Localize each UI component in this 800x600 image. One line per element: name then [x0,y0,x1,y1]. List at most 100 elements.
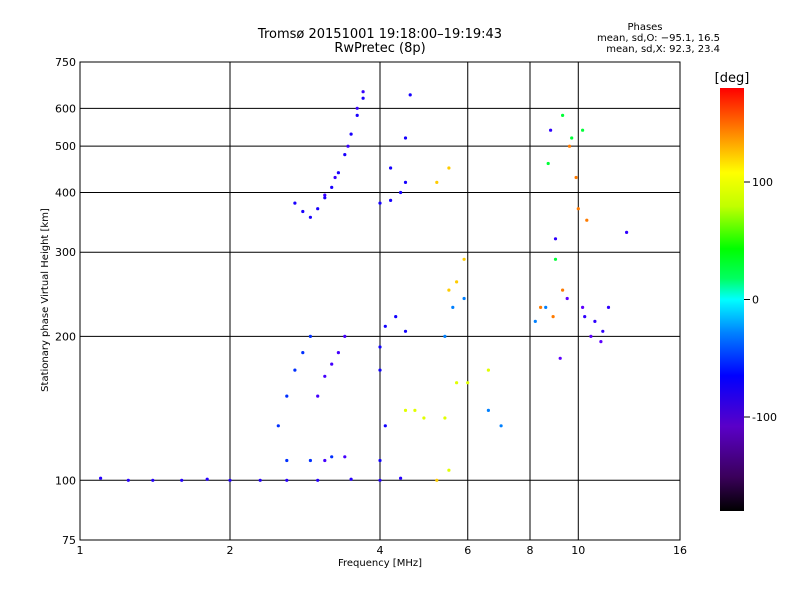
echo-point [435,180,439,184]
echo-point [276,424,280,428]
x-tick-label: 4 [377,544,384,557]
echo-point [561,288,565,292]
x-tick-label: 2 [227,544,234,557]
colorbar-tick-label: -100 [752,411,777,424]
echo-point [378,201,382,205]
echo-point [403,136,408,140]
echo-point [316,478,320,482]
echo-point [403,329,408,333]
echo-point [323,196,327,200]
echo-point [576,207,580,211]
echo-point [323,374,327,378]
echo-point [378,345,382,349]
echo-point [336,351,340,355]
echo-point [293,201,297,205]
echo-point [383,424,387,428]
echo-point [583,315,587,319]
echo-point [383,324,387,328]
echo-point [330,362,334,366]
echo-point [336,171,340,175]
echo-point [435,478,439,482]
echo-point [546,161,550,166]
echo-point [349,477,353,481]
echo-point [378,368,382,372]
echo-point [330,185,334,189]
echo-point [285,478,289,482]
echo-point [308,458,312,463]
x-tick-label: 16 [673,544,687,557]
echo-point [447,288,451,292]
echo-point [361,96,365,100]
echo-point [323,458,327,463]
echo-point [443,334,447,338]
echo-point [333,175,337,180]
echo-point [323,193,327,197]
echo-point [601,329,605,333]
echo-point [258,478,262,482]
echo-point [499,424,503,428]
echo-point [126,478,130,482]
echo-point [549,128,553,132]
stats-o-mode: mean, sd,O: −95.1, 16.5 [597,33,720,44]
echo-point [574,175,578,180]
y-tick-label: 600 [55,102,76,115]
echo-point [447,166,451,170]
echo-point [455,280,459,284]
echo-point [99,476,103,480]
x-tick-label: 10 [571,544,585,557]
stats-x-mode: mean, sd,X: 92.3, 23.4 [606,44,720,55]
echo-point [486,368,490,372]
colorbar-ticks: 100 0 -100 [744,176,777,424]
y-axis-label: Stationary phase Virtual Height [km] [40,208,51,392]
echo-point [486,408,490,412]
x-tick-label: 6 [464,544,471,557]
echo-point [451,305,455,309]
data-points [99,90,629,482]
echo-point [581,305,585,309]
echo-point [593,319,597,323]
echo-point [343,334,347,338]
x-tick-label: 1 [77,544,84,557]
echo-point [553,257,558,261]
echo-point [301,351,305,355]
echo-point [361,90,365,94]
echo-point [389,166,393,170]
echo-point [308,334,312,338]
echo-point [565,296,569,301]
echo-point [285,394,289,398]
colorbar-tick-label: 0 [752,294,759,307]
echo-point [455,381,459,385]
echo-point [228,478,232,482]
stats-heading: Phases [627,22,662,33]
echo-point [346,144,350,148]
echo-point [539,305,543,309]
y-tick-label: 750 [55,56,76,69]
echo-point [205,477,209,481]
echo-point [330,455,334,459]
y-tick-label: 400 [55,186,76,199]
echo-point [151,478,155,482]
x-axis-label: Frequency [MHz] [338,558,422,569]
echo-point [408,93,412,97]
echo-point [343,153,347,157]
echo-point [544,305,548,309]
echo-point [378,458,382,463]
colorbar-tick-label: 100 [752,176,773,189]
echo-point [533,319,537,323]
y-tick-label: 100 [55,474,76,487]
chart-subtitle: RwPretec (8p) [334,41,425,56]
echo-point [462,257,466,261]
echo-point [413,408,417,412]
echo-point [316,394,320,398]
echo-point [399,476,403,480]
chart-title: Tromsø 20151001 19:18:00–19:19:43 [257,27,502,42]
echo-point [355,113,359,117]
echo-point [558,356,562,360]
echo-point [462,296,466,301]
echo-point [551,315,555,319]
y-tick-label: 500 [55,140,76,153]
echo-point [343,455,347,459]
echo-point [301,209,305,214]
echo-point [389,198,393,202]
echo-point [606,305,611,309]
